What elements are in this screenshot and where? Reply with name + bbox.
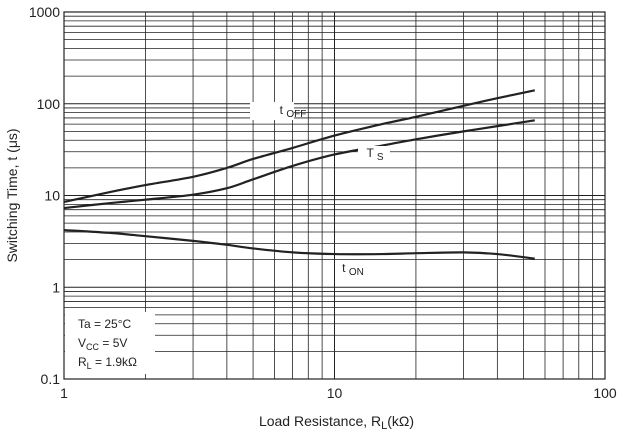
series-line-2 (63, 228, 535, 260)
y-tick-label: 10 (44, 188, 60, 204)
x-axis-label: Load Resistance, RL(kΩ) (259, 413, 414, 432)
series-label: t OFF (280, 103, 307, 120)
condition-line: RL = 1.9kΩ (78, 355, 137, 371)
series-label-box (335, 261, 375, 278)
condition-line: VCC = 5V (78, 336, 127, 352)
plot-frame (63, 11, 606, 380)
conditions-box (65, 312, 155, 374)
y-tick-label: 1 (52, 279, 60, 295)
y-axis-label: Switching Time, t (μs) (4, 128, 20, 262)
y-tick-label: 1000 (29, 4, 60, 20)
y-tick-label: 100 (37, 96, 61, 112)
grid (64, 12, 605, 379)
series-label: T S (366, 146, 383, 163)
series-line-1 (63, 119, 535, 210)
x-tick-label: 10 (327, 385, 343, 401)
x-tick-label: 1 (60, 385, 68, 401)
series-label-box (358, 146, 390, 164)
series-label: t ON (342, 261, 364, 278)
test-conditions: Ta = 25°C VCC = 5V RL = 1.9kΩ (65, 312, 155, 374)
series-line-0 (63, 89, 535, 204)
condition-line: Ta = 25°C (78, 317, 131, 331)
curve-labels: t OFF T S t ON (250, 102, 390, 278)
y-tick-label: 0.1 (41, 371, 61, 387)
series-label-box (250, 102, 294, 120)
x-tick-label: 100 (593, 385, 617, 401)
curves (63, 89, 535, 260)
